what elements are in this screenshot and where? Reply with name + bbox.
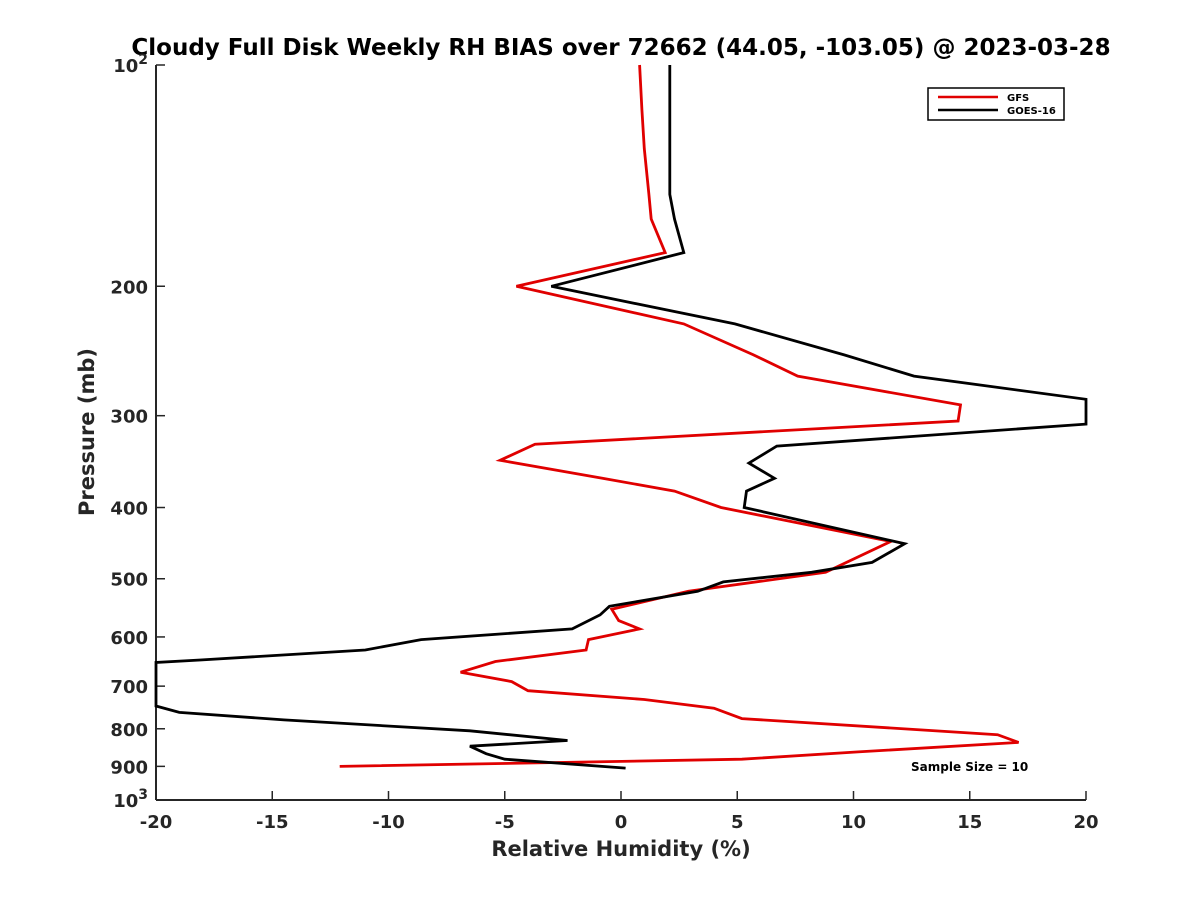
x-tick-label: 0 [615, 812, 628, 833]
x-axis-ticks: -20 -15 -10 -5 0 5 10 15 20 [140, 791, 1099, 833]
x-tick-label: -20 [140, 812, 173, 833]
series-line-gfs [339, 64, 1020, 768]
chart-title: Cloudy Full Disk Weekly RH BIAS over 726… [131, 35, 1110, 61]
y-axis-label: Pressure (mb) [75, 348, 99, 516]
x-tick-label: -5 [495, 812, 515, 833]
y-tick-label: 102 [113, 52, 148, 77]
series-line-goes-16 [154, 65, 1088, 770]
y-tick-label: 700 [110, 677, 148, 698]
x-tick-label: 20 [1073, 812, 1098, 833]
plot-area [155, 65, 1086, 801]
series-layer [154, 64, 1088, 770]
y-tick-label: 900 [110, 757, 148, 778]
legend-label-goes-16: GOES-16 [1007, 106, 1056, 117]
sample-size-annotation: Sample Size = 10 [911, 760, 1028, 774]
x-axis-label: Relative Humidity (%) [491, 837, 750, 861]
y-tick-label: 400 [110, 499, 148, 520]
y-tick-label: 600 [110, 628, 148, 649]
x-tick-label: -10 [372, 812, 405, 833]
legend: GFS GOES-16 [927, 87, 1065, 121]
legend-box [927, 87, 1065, 121]
y-tick-label: 200 [110, 277, 148, 298]
x-tick-label: -15 [256, 812, 289, 833]
x-tick-label: 15 [957, 812, 982, 833]
x-tick-label: 10 [841, 812, 866, 833]
y-tick-label: 500 [110, 570, 148, 591]
y-tick-label: 800 [110, 720, 148, 741]
plot-frame [156, 65, 1086, 800]
y-axis-ticks: 102 200 300 400 500 600 700 800 900 103 [110, 52, 165, 812]
y-tick-label: 103 [113, 787, 148, 812]
legend-label-gfs: GFS [1007, 93, 1029, 104]
y-tick-label: 300 [110, 407, 148, 428]
x-tick-label: 5 [731, 812, 744, 833]
